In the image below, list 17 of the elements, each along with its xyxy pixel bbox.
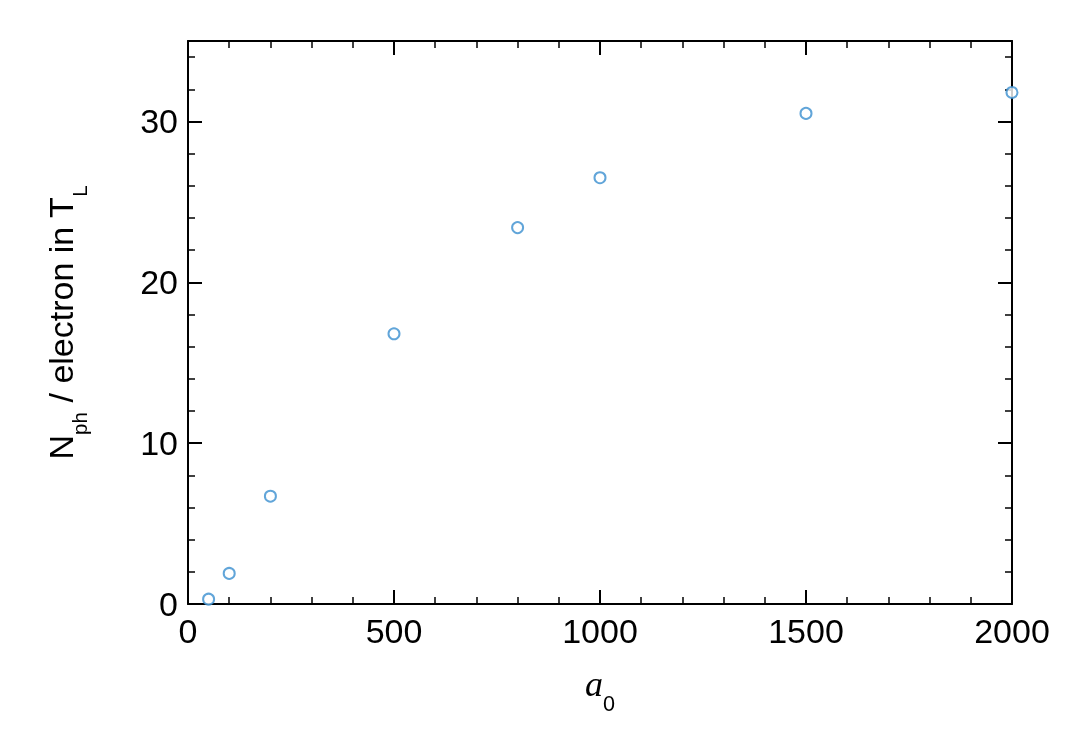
point [387, 327, 401, 341]
point [263, 489, 277, 503]
y-tick-label: 10 [140, 424, 178, 463]
point [222, 566, 236, 580]
x-tick-label: 1000 [562, 612, 638, 650]
x-tick-label: 500 [365, 612, 423, 650]
point [1005, 85, 1019, 99]
y-axis-title: Nph / electron in TL [42, 185, 91, 460]
point [799, 106, 813, 120]
y-tick-label: 20 [140, 263, 178, 302]
y-tick-label: 0 [159, 585, 178, 623]
x-tick-label: 2000 [974, 612, 1050, 650]
point [593, 171, 607, 185]
x-tick-label: 1500 [768, 612, 844, 650]
y-tick-label: 30 [140, 102, 178, 141]
point [511, 221, 525, 235]
point [202, 592, 216, 606]
